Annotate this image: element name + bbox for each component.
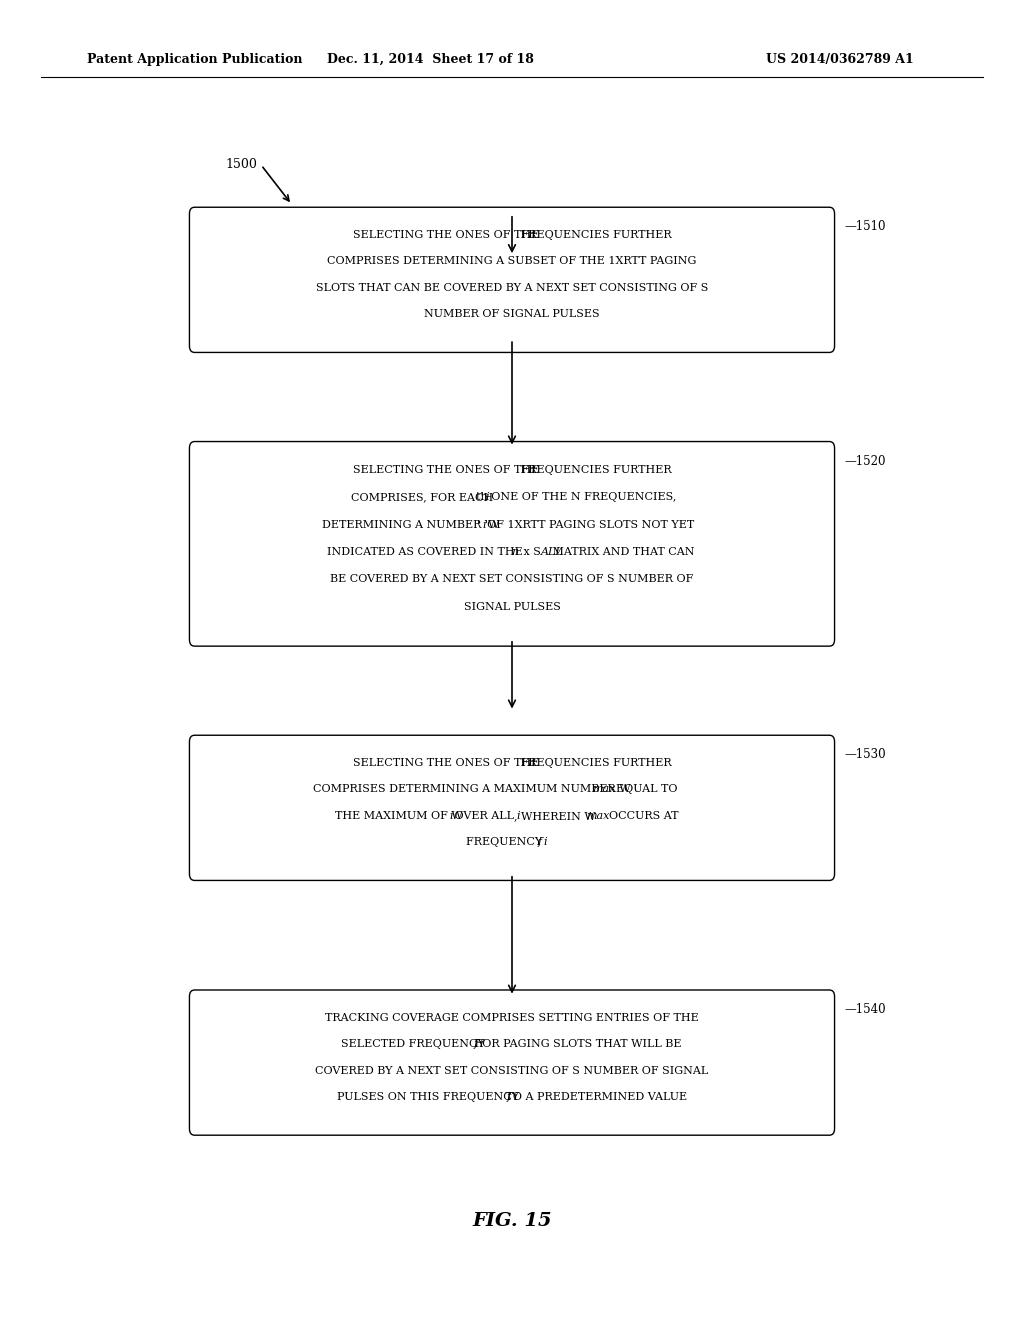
Text: SELECTING THE ONES OF THE n FREQUENCIES FURTHER: SELECTING THE ONES OF THE n FREQUENCIES … — [336, 230, 688, 240]
Text: FREQUENCIES FURTHER: FREQUENCIES FURTHER — [517, 230, 672, 240]
Text: PULSES ON THIS FREQUENCY: PULSES ON THIS FREQUENCY — [337, 1092, 522, 1102]
Text: i: i — [479, 1039, 483, 1049]
Text: DETERMINING A NUMBER 'W: DETERMINING A NUMBER 'W — [323, 520, 500, 529]
Text: max: max — [592, 784, 615, 795]
Text: th ONE OF THE N FREQUENCIES,: th ONE OF THE N FREQUENCIES, — [476, 492, 677, 503]
Text: COVERED BY A NEXT SET CONSISTING OF S NUMBER OF SIGNAL: COVERED BY A NEXT SET CONSISTING OF S NU… — [315, 1065, 709, 1076]
Text: x S: x S — [520, 546, 541, 557]
Text: SLOTS THAT CAN BE COVERED BY A NEXT SET CONSISTING OF S: SLOTS THAT CAN BE COVERED BY A NEXT SET … — [315, 282, 709, 293]
Text: ALL: ALL — [541, 546, 563, 557]
Text: BE COVERED BY A NEXT SET CONSISTING OF S NUMBER OF: BE COVERED BY A NEXT SET CONSISTING OF S… — [331, 574, 693, 585]
Text: '  OF 1XRTT PAGING SLOTS NOT YET: ' OF 1XRTT PAGING SLOTS NOT YET — [477, 520, 694, 529]
Text: FREQUENCY fi: FREQUENCY fi — [468, 837, 556, 847]
Text: OCCURS AT: OCCURS AT — [602, 810, 679, 821]
Text: n: n — [526, 465, 534, 475]
Text: COMPRISES DETERMINING A MAXIMUM NUMBER Wmax  EQUAL TO: COMPRISES DETERMINING A MAXIMUM NUMBER W… — [307, 784, 717, 795]
Text: max: max — [586, 810, 609, 821]
Text: OVER ALL: OVER ALL — [452, 810, 518, 821]
Text: TRACKING COVERAGE COMPRISES SETTING ENTRIES OF THE: TRACKING COVERAGE COMPRISES SETTING ENTR… — [326, 1012, 698, 1023]
Text: n: n — [526, 230, 534, 240]
Text: n: n — [526, 758, 534, 768]
Text: PULSES ON THIS FREQUENCY fi TO A PREDETERMINED VALUE: PULSES ON THIS FREQUENCY fi TO A PREDETE… — [323, 1092, 701, 1102]
Text: COMPRISES DETERMINING A MAXIMUM NUMBER W: COMPRISES DETERMINING A MAXIMUM NUMBER W — [313, 784, 631, 795]
Text: SIGNAL PULSES: SIGNAL PULSES — [464, 602, 560, 611]
FancyBboxPatch shape — [189, 207, 835, 352]
Text: FREQUENCIES FURTHER: FREQUENCIES FURTHER — [517, 758, 672, 768]
Text: f: f — [473, 1039, 477, 1049]
Text: SELECTING THE ONES OF THE: SELECTING THE ONES OF THE — [353, 230, 543, 240]
Text: i: i — [544, 837, 548, 847]
Text: Patent Application Publication: Patent Application Publication — [87, 53, 302, 66]
Text: FREQUENCY: FREQUENCY — [466, 837, 546, 847]
Text: THE MAXIMUM OF Wi OVER ALL i, WHEREIN Wmax  OCCURS AT: THE MAXIMUM OF Wi OVER ALL i, WHEREIN Wm… — [321, 810, 703, 821]
Text: SELECTING THE ONES OF THE: SELECTING THE ONES OF THE — [353, 465, 543, 475]
Text: i: i — [482, 520, 486, 529]
Text: SELECTED FREQUENCY: SELECTED FREQUENCY — [341, 1039, 487, 1049]
Text: FOR PAGING SLOTS THAT WILL BE: FOR PAGING SLOTS THAT WILL BE — [471, 1039, 681, 1049]
Text: SELECTING THE ONES OF THE n FREQUENCIES FURTHER: SELECTING THE ONES OF THE n FREQUENCIES … — [336, 758, 688, 768]
Text: f: f — [538, 837, 542, 847]
Text: SELECTING THE ONES OF THE n FREQUENCIES FURTHER: SELECTING THE ONES OF THE n FREQUENCIES … — [336, 465, 688, 475]
FancyBboxPatch shape — [189, 990, 835, 1135]
Text: SIGNAL PULSES: SIGNAL PULSES — [464, 602, 560, 611]
FancyBboxPatch shape — [189, 441, 835, 647]
Text: COMPRISES, FOR EACH: COMPRISES, FOR EACH — [350, 492, 497, 503]
Text: MATRIX AND THAT CAN: MATRIX AND THAT CAN — [549, 546, 694, 557]
Text: —1510: —1510 — [845, 220, 887, 234]
Text: TO A PREDETERMINED VALUE: TO A PREDETERMINED VALUE — [502, 1092, 687, 1102]
Text: i: i — [485, 492, 489, 503]
Text: 1500: 1500 — [225, 158, 257, 172]
Text: INDICATED AS COVERED IN THE n x SALL MATRIX AND THAT CAN: INDICATED AS COVERED IN THE n x SALL MAT… — [314, 546, 710, 557]
Text: FIG. 15: FIG. 15 — [472, 1212, 552, 1230]
Text: Dec. 11, 2014  Sheet 17 of 18: Dec. 11, 2014 Sheet 17 of 18 — [327, 53, 534, 66]
Text: COMPRISES, FOR EACH ith ONE OF THE N FREQUENCIES,: COMPRISES, FOR EACH ith ONE OF THE N FRE… — [337, 492, 687, 503]
Text: THE MAXIMUM OF W: THE MAXIMUM OF W — [335, 810, 463, 821]
Text: i: i — [513, 1092, 517, 1102]
Text: , WHEREIN W: , WHEREIN W — [514, 810, 596, 821]
Text: NUMBER OF SIGNAL PULSES: NUMBER OF SIGNAL PULSES — [424, 309, 600, 319]
FancyBboxPatch shape — [189, 735, 835, 880]
Text: i: i — [450, 810, 453, 821]
Text: US 2014/0362789 A1: US 2014/0362789 A1 — [766, 53, 913, 66]
Text: f: f — [507, 1092, 511, 1102]
Text: —1520: —1520 — [845, 454, 887, 467]
Text: NUMBER OF SIGNAL PULSES: NUMBER OF SIGNAL PULSES — [424, 309, 600, 319]
Text: SLOTS THAT CAN BE COVERED BY A NEXT SET CONSISTING OF S: SLOTS THAT CAN BE COVERED BY A NEXT SET … — [315, 282, 709, 293]
Text: —1540: —1540 — [845, 1003, 887, 1016]
Text: FREQUENCIES FURTHER: FREQUENCIES FURTHER — [517, 465, 672, 475]
Text: INDICATED AS COVERED IN THE: INDICATED AS COVERED IN THE — [327, 546, 526, 557]
Text: EQUAL TO: EQUAL TO — [609, 784, 678, 795]
Text: i: i — [516, 810, 520, 821]
Text: COMPRISES DETERMINING A SUBSET OF THE 1XRTT PAGING: COMPRISES DETERMINING A SUBSET OF THE 1X… — [328, 256, 696, 267]
Text: SELECTED FREQUENCY fi FOR PAGING SLOTS THAT WILL BE: SELECTED FREQUENCY fi FOR PAGING SLOTS T… — [329, 1039, 695, 1049]
Text: BE COVERED BY A NEXT SET CONSISTING OF S NUMBER OF: BE COVERED BY A NEXT SET CONSISTING OF S… — [331, 574, 693, 585]
Text: n: n — [512, 546, 518, 557]
Text: TRACKING COVERAGE COMPRISES SETTING ENTRIES OF THE: TRACKING COVERAGE COMPRISES SETTING ENTR… — [326, 1012, 698, 1023]
Text: COVERED BY A NEXT SET CONSISTING OF S NUMBER OF SIGNAL: COVERED BY A NEXT SET CONSISTING OF S NU… — [315, 1065, 709, 1076]
Text: COMPRISES DETERMINING A SUBSET OF THE 1XRTT PAGING: COMPRISES DETERMINING A SUBSET OF THE 1X… — [328, 256, 696, 267]
Text: —1530: —1530 — [845, 748, 887, 762]
Text: DETERMINING A NUMBER 'Wi'  OF 1XRTT PAGING SLOTS NOT YET: DETERMINING A NUMBER 'Wi' OF 1XRTT PAGIN… — [313, 520, 711, 529]
Text: SELECTING THE ONES OF THE: SELECTING THE ONES OF THE — [353, 758, 543, 768]
